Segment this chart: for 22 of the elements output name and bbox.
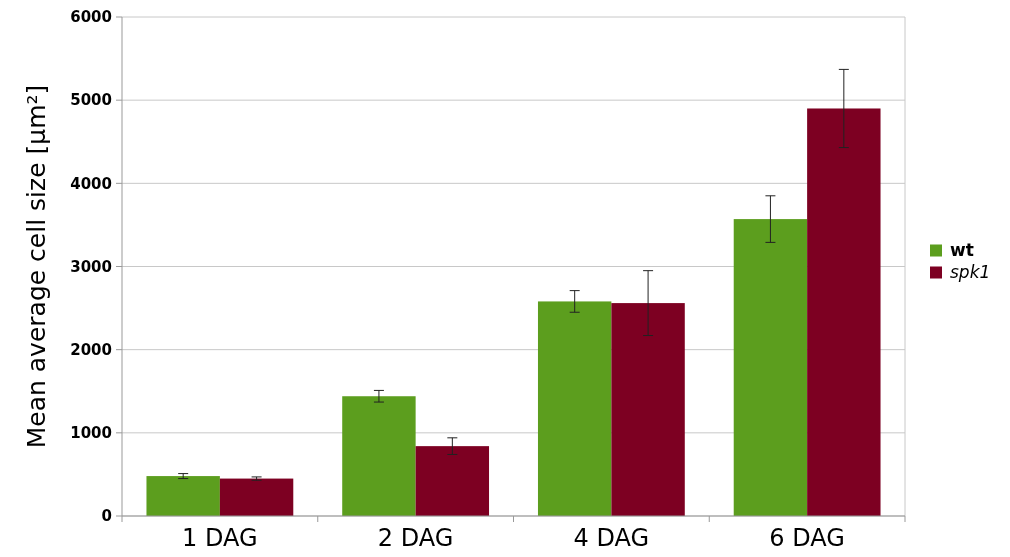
x-tick-label: 4 DAG (573, 524, 650, 552)
bar (342, 396, 416, 516)
y-axis-title: Mean average cell size [µm²] (22, 84, 51, 449)
bar (807, 108, 881, 516)
y-tick-label: 4000 (70, 174, 112, 193)
bar (537, 301, 612, 516)
x-tick-label: 6 DAG (769, 524, 845, 552)
y-tick-label: 1000 (70, 424, 112, 443)
x-tick-label: 2 DAG (377, 524, 454, 552)
y-tick-label: 0 (101, 507, 112, 526)
bar (219, 478, 294, 516)
y-tick-label: 6000 (70, 8, 112, 27)
y-tick-label: 5000 (70, 91, 112, 110)
y-tick-label: 2000 (70, 340, 112, 359)
legend-label: spk1 (950, 262, 991, 283)
legend-label: wt (950, 240, 974, 261)
bar (146, 476, 220, 516)
bar (611, 303, 685, 516)
bar (415, 446, 490, 516)
y-tick-label: 3000 (70, 257, 112, 276)
x-tick-label: 1 DAG (182, 524, 258, 552)
bar (733, 219, 808, 516)
